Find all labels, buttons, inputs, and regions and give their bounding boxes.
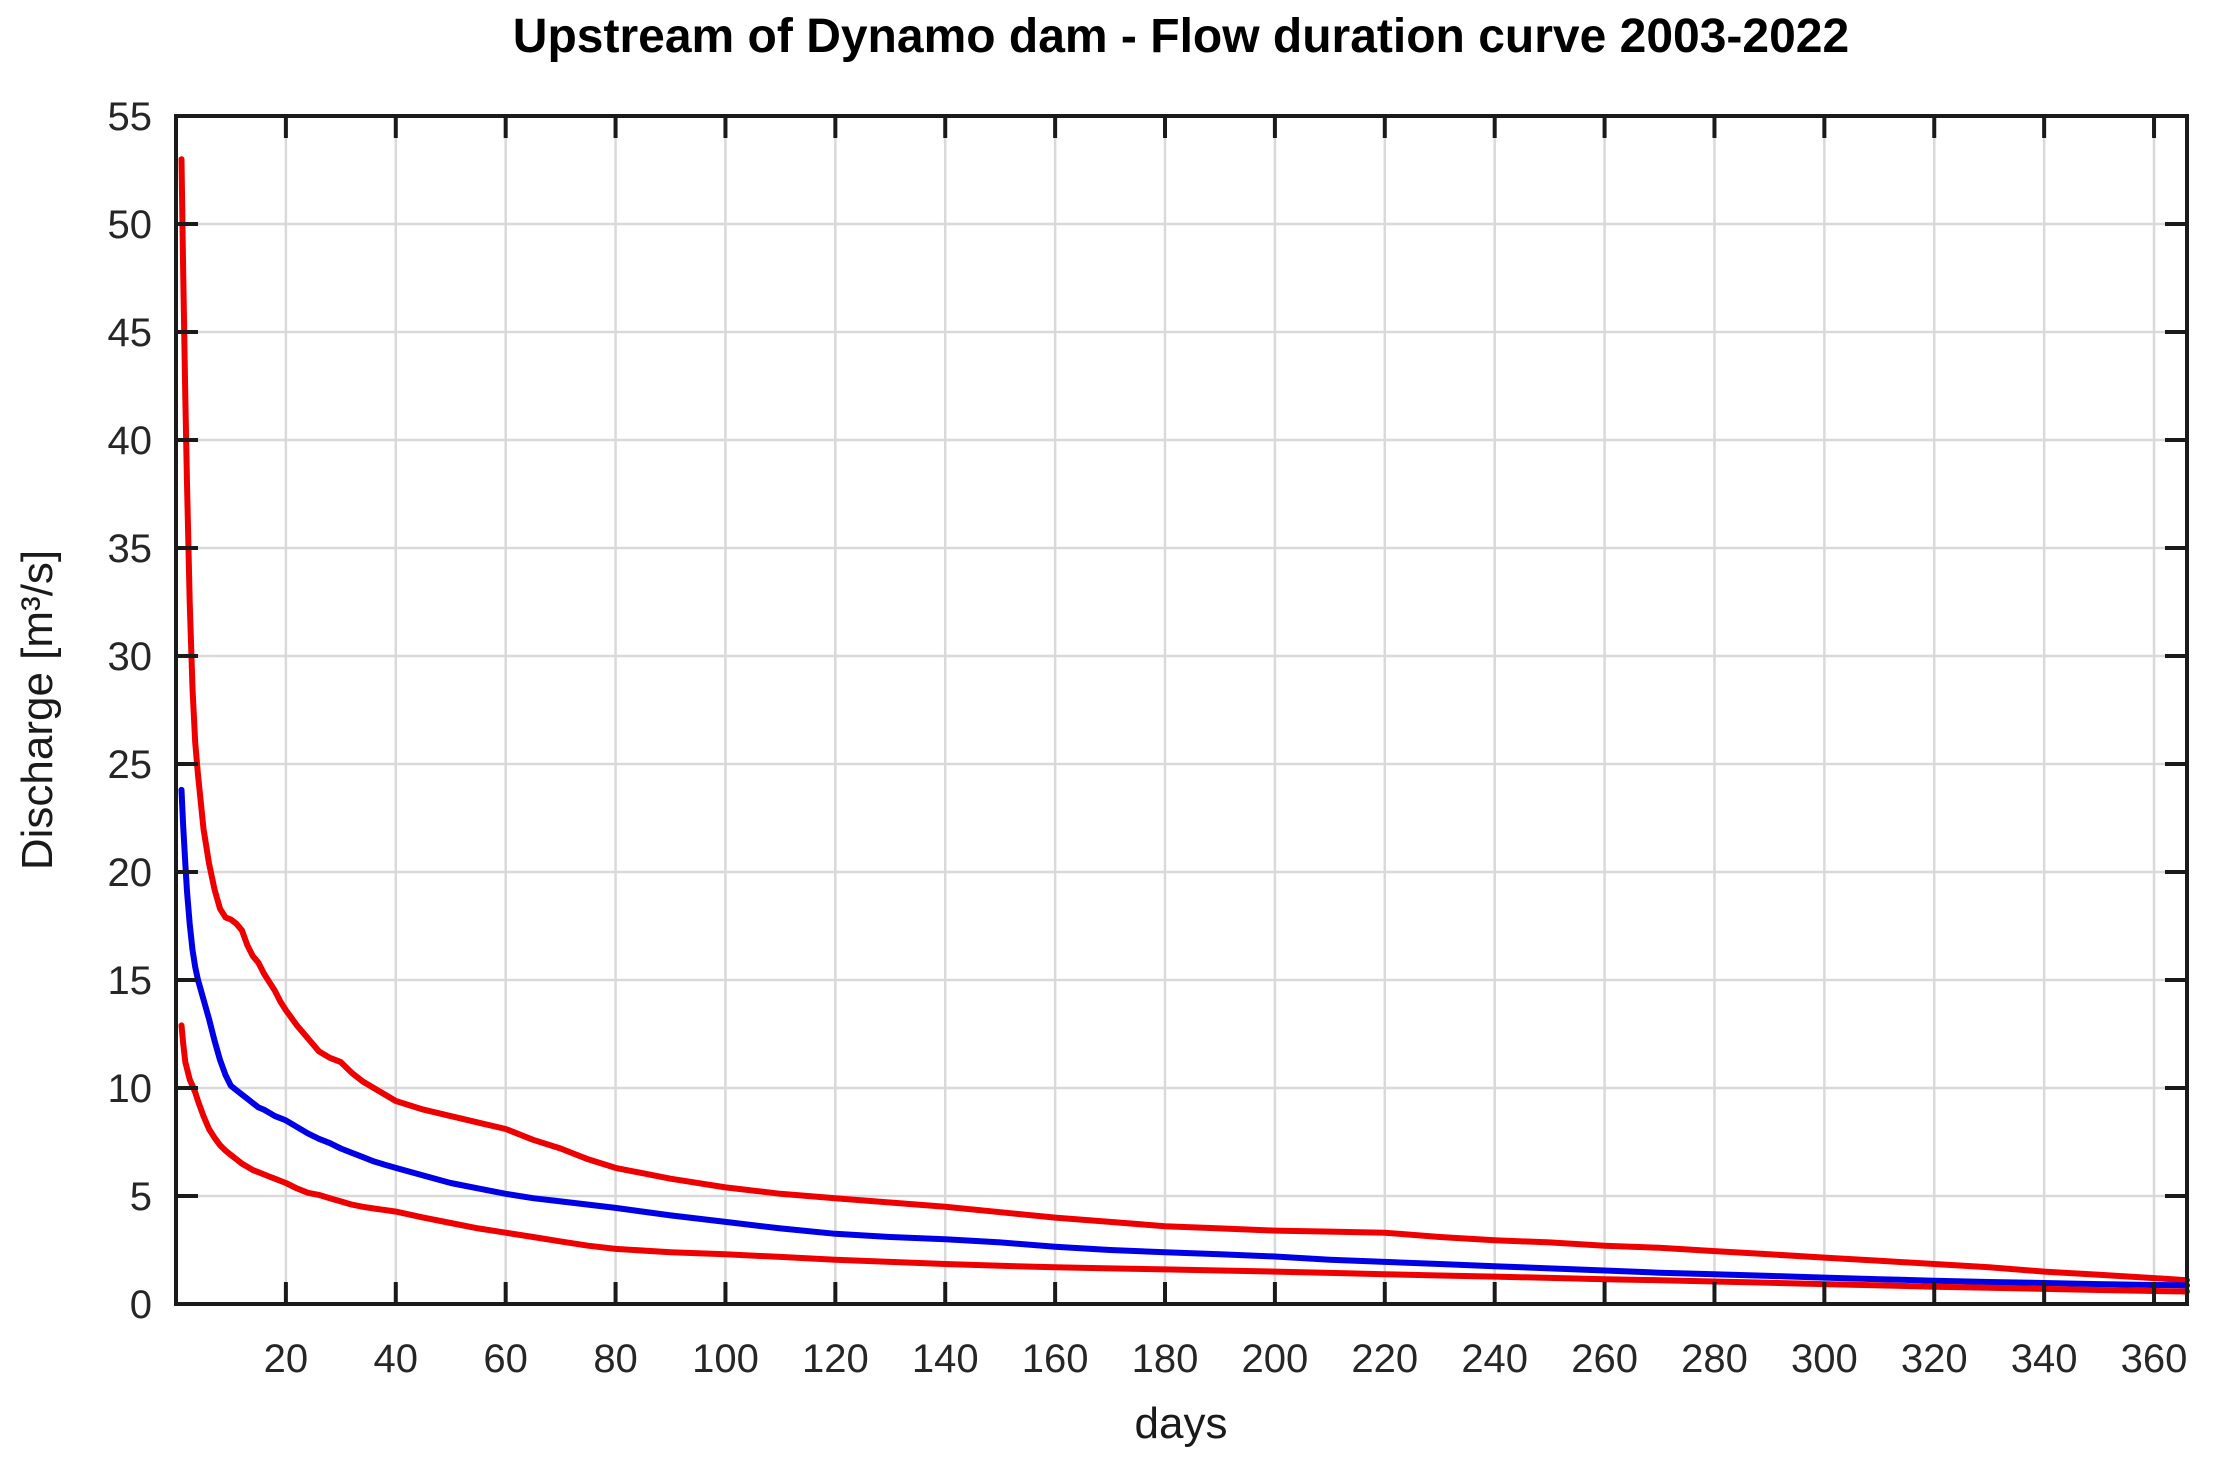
y-tick-label: 20: [108, 851, 153, 895]
plot-area-border: [174, 114, 2189, 1306]
y-tick-label: 0: [130, 1283, 152, 1327]
y-tick-label: 35: [108, 527, 153, 571]
axis-ticks: [176, 114, 2187, 1306]
x-tick-label: 300: [1791, 1337, 1858, 1381]
x-tick-label: 120: [802, 1337, 869, 1381]
y-tick-label: 5: [130, 1175, 152, 1219]
y-tick-label: 10: [108, 1067, 153, 1111]
y-tick-label: 50: [108, 203, 153, 247]
y-tick-label: 25: [108, 743, 153, 787]
x-tick-label: 140: [912, 1337, 979, 1381]
series-line-upper-envelope: [178, 156, 2190, 1284]
x-tick-label: 40: [374, 1337, 419, 1381]
x-tick-label: 80: [593, 1337, 638, 1381]
x-tick-label: 320: [1901, 1337, 1968, 1381]
x-tick-label: 100: [692, 1337, 759, 1381]
x-tick-label: 260: [1571, 1337, 1638, 1381]
series-line-central-curve: [178, 786, 2190, 1289]
x-tick-label: 160: [1022, 1337, 1089, 1381]
x-tick-label: 20: [264, 1337, 309, 1381]
y-tick-label: 45: [108, 311, 153, 355]
y-tick-label: 15: [108, 959, 153, 1003]
x-tick-label: 240: [1461, 1337, 1528, 1381]
x-tick-label: 180: [1132, 1337, 1199, 1381]
chart-title: Upstream of Dynamo dam - Flow duration c…: [513, 10, 1849, 63]
gridlines: [176, 116, 2187, 1304]
x-tick-label: 220: [1351, 1337, 1418, 1381]
y-axis-label: Discharge [m³/s]: [13, 550, 62, 870]
x-tick-label: 200: [1242, 1337, 1309, 1381]
x-tick-label: 60: [483, 1337, 528, 1381]
y-tick-label: 30: [108, 635, 153, 679]
x-tick-label: 280: [1681, 1337, 1748, 1381]
data-series: [178, 156, 2190, 1295]
x-axis-label: days: [1135, 1399, 1228, 1448]
x-tick-label: 360: [2121, 1337, 2188, 1381]
series-line-lower-envelope: [178, 1022, 2190, 1295]
y-tick-label: 40: [108, 419, 153, 463]
y-tick-label: 55: [108, 95, 153, 139]
x-tick-label: 340: [2011, 1337, 2078, 1381]
tick-labels: 20 40 60 80 100 120 140 160 180 200 220 240 260 280 30…: [108, 95, 2188, 1381]
